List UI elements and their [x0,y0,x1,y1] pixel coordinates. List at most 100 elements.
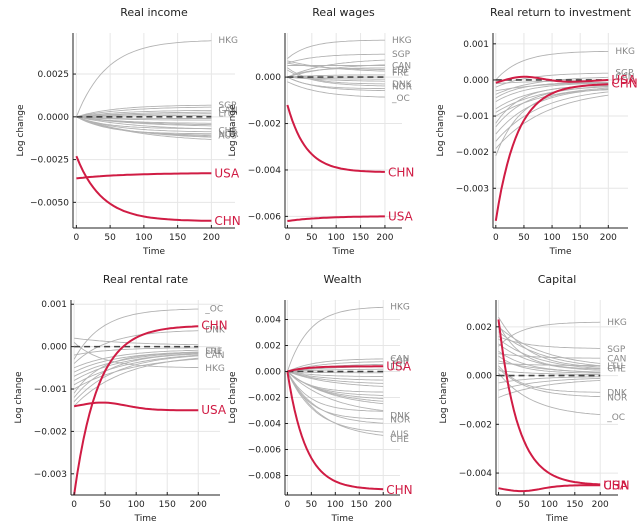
series-label-hkg: HKG [205,364,225,374]
x-tick-label: 150 [169,233,186,243]
background-series-line [287,74,385,78]
background-series-line [76,116,212,127]
x-tick-label: 100 [543,233,560,243]
background-series-line [498,372,601,416]
background-series-line [76,104,212,118]
background-series-line [498,376,601,384]
y-tick-label: −0.004 [459,469,493,479]
series-label-fre: FRE [392,68,409,78]
y-tick-label: −0.002 [459,420,492,430]
background-series-line [74,347,199,356]
background-series-line [73,353,199,398]
background-series-line [287,368,384,372]
x-tick-label: 150 [351,500,368,510]
subplot-5: 0 50 100 150 200 −0.008 −0.006 −0.004 −0.002 0.00… [228,273,413,524]
series-label-usa: USA [201,403,227,417]
background-series-line [495,87,609,117]
series-label-can: CAN [390,355,409,365]
background-series-line [287,39,385,59]
background-series-line [498,336,601,349]
y-axis-label: Log change [14,371,24,424]
series-label-sgp: SGP [390,357,409,367]
x-tick-label: 200 [375,500,392,510]
series-label-usa: USA [603,478,629,492]
background-series-line [76,116,212,133]
subplot-title: Wealth [323,273,361,286]
series-label-usa: USA [388,209,414,223]
background-series-line [287,64,385,78]
background-series-line [287,67,385,78]
background-series-line [498,379,601,398]
background-series-line [73,351,199,373]
x-tick-label: 50 [518,500,530,510]
series-label-dnk: DNK [205,326,226,336]
background-series-line [73,308,199,360]
background-series-line [73,349,199,369]
background-series-line [287,76,385,82]
x-tick-label: 150 [352,233,369,243]
y-tick-label: 0.000 [41,343,67,353]
subplot-6: 0 50 100 150 200 −0.004 −0.002 0.000 0.002 Capita… [439,273,630,524]
y-tick-label: −0.004 [248,420,282,430]
series-label-_oc: _OC [606,413,625,423]
series-line-usa [287,365,384,373]
background-series-line [73,342,199,368]
subplot-title: Real rental rate [103,273,188,286]
series-label-can: CAN [615,72,634,82]
background-series-line [76,116,212,130]
background-series-line [73,352,199,381]
background-series-line [498,316,601,368]
x-axis-label: Time [545,514,568,524]
series-label-_oc: _OC [391,94,410,104]
x-tick-label: 50 [99,500,111,510]
background-series-line [76,116,212,140]
background-series-line [498,324,601,370]
x-tick-label: 150 [566,500,583,510]
background-series-line [287,371,384,384]
subplot-2: 0 50 100 150 200 −0.006 −0.004 −0.002 0.000 Real … [228,6,414,257]
series-label-fre: FRE [205,347,222,357]
background-series-line [495,94,609,149]
background-series-line [287,371,384,381]
background-series-line [498,343,601,371]
background-series-line [73,352,199,394]
series-label-chn: CHN [214,214,240,228]
subplot-1: 0 50 100 150 200 −0.0050 −0.0025 0.0000 0.0025 Re… [16,6,241,257]
x-axis-label: Time [331,247,354,257]
series-label-can: CAN [218,106,237,116]
background-series-line [287,53,385,64]
x-tick-label: 150 [572,233,589,243]
series-label-hkg: HKG [218,36,238,46]
series-label-ltu: LTU [392,66,408,76]
x-axis-label: Time [133,514,156,524]
series-label-hkg: HKG [615,47,635,57]
y-tick-label: 0.000 [463,76,489,86]
series-label-can: CAN [205,351,224,361]
background-series-line [287,358,384,372]
x-tick-label: 100 [328,233,345,243]
background-series-line [498,331,601,367]
background-series-line [287,371,384,412]
y-tick-label: −0.004 [248,166,282,176]
series-line-usa [76,172,212,180]
x-tick-label: 50 [306,233,318,243]
background-series-line [498,321,601,347]
y-tick-label: −0.001 [34,385,67,395]
background-series-line [287,76,385,92]
background-series-line [287,371,384,424]
series-label-usa: USA [611,73,637,87]
series-line-usa [495,75,609,84]
y-tick-label: 0.002 [466,323,492,333]
series-line-usa [498,484,601,493]
subplot-3: 0 50 100 150 200 −0.003 −0.002 −0.001 0.000 0.001… [436,6,638,257]
x-tick-label: 0 [74,233,80,243]
y-tick-label: −0.002 [248,120,281,130]
y-tick-label: 0.0000 [38,113,70,123]
background-series-line [495,50,609,81]
series-line-chn [286,104,385,173]
background-series-line [498,355,601,374]
y-tick-label: −0.0025 [30,156,69,166]
background-series-line [495,89,609,156]
y-tick-label: 0.004 [255,316,281,326]
